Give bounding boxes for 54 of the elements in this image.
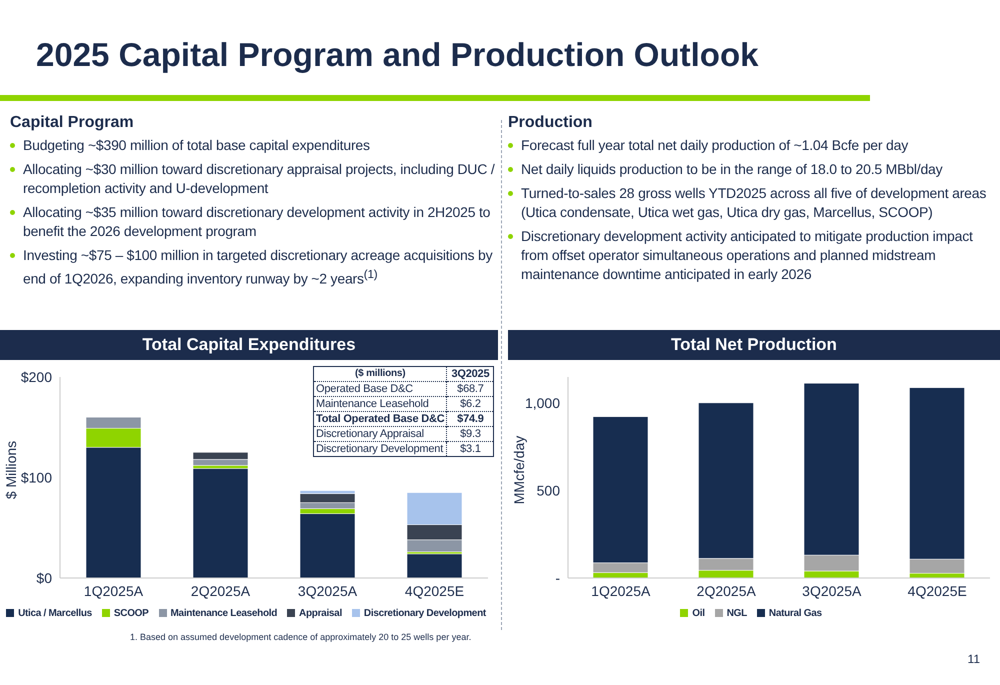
- y-tick-label: $0: [36, 570, 52, 586]
- annotation: $74.9: [446, 412, 494, 426]
- y-tick-label: $200: [20, 368, 52, 385]
- text: Allocating ~$35 million toward discretionary development activity in 2H2025 to benefit the 2026 development program: [23, 203, 492, 241]
- legend-label: Discretionary Development: [364, 608, 486, 619]
- text: 2025 Capital Program and Production Outlook: [36, 36, 758, 74]
- bar: [192, 468, 248, 578]
- text: Production: [508, 114, 594, 132]
- y-tick-label: -: [555, 570, 560, 586]
- x-tick-label: 2Q2025A: [190, 582, 251, 599]
- legend-label: SCOOP: [114, 608, 149, 619]
- text: Capital Program: [10, 114, 135, 132]
- annotation: Discretionary Development: [315, 442, 444, 456]
- text: Budgeting ~$390 million of total base capital expenditures: [23, 136, 370, 155]
- x-tick-label: 3Q2025A: [802, 582, 862, 599]
- annotation: 3Q2025: [446, 366, 494, 382]
- x-tick-label: 2Q2025A: [696, 582, 756, 599]
- legend-label: Oil: [692, 608, 705, 619]
- chart-title: Total Capital Expenditures: [0, 330, 498, 360]
- annotation: ($ millions): [354, 367, 406, 381]
- text: 1. Based on assumed development cadence of approximately 20 to 25 wells per year.: [130, 632, 472, 642]
- annotation: Discretionary Appraisal: [315, 427, 425, 442]
- y-tick-label: $100: [20, 469, 52, 486]
- legend-label: Maintenance Leasehold: [170, 608, 278, 619]
- chart-title: Total Net Production: [508, 330, 1000, 360]
- bar: [406, 554, 462, 578]
- text: Discretionary development activity anticipated to mitigate production impact from offset operator simultaneous operations and planned midstream maintenance downtime anticipated in early 2026: [521, 227, 974, 284]
- text: Turned-to-sales 28 gross wells YTD2025 across all five of development areas (Utica condensate, Utica wet gas, Utica dry gas, Marcellus, SCOOP): [521, 184, 988, 222]
- x-tick-label: 1Q2025A: [591, 582, 651, 599]
- x-tick-label: 4Q2025E: [908, 582, 967, 599]
- text: Net daily liquids production to be in the range of 18.0 to 20.5 MBbl/day: [521, 160, 942, 179]
- bar: [300, 513, 356, 578]
- legend-label: Natural Gas: [768, 608, 822, 619]
- annotation: $68.7: [446, 382, 494, 396]
- x-tick-label: 4Q2025E: [404, 582, 464, 599]
- annotation: $3.1: [446, 442, 494, 456]
- text: Forecast full year total net daily production of ~1.04 Bcfe per day: [521, 136, 908, 155]
- annotation: Maintenance Leasehold: [315, 397, 430, 412]
- text: Investing ~$75 – $100 million in targeted discretionary acreage acquisitions by end of 1Q2026, expanding inventory runway by ~2 years$^{(1)}$: [23, 246, 494, 289]
- legend-label: Utica / Marcellus: [18, 608, 92, 619]
- annotation: $9.3: [446, 426, 494, 442]
- annotation: Operated Base D&C: [315, 382, 414, 396]
- y-tick-label: 500: [536, 482, 560, 499]
- x-tick-label: 3Q2025A: [298, 582, 358, 599]
- text: 11: [968, 652, 980, 666]
- annotation: $6.2: [446, 396, 494, 412]
- y-axis-title: MMcfe/day: [511, 436, 527, 504]
- legend-label: Appraisal: [299, 608, 342, 619]
- annotation: Total Operated Base D&C: [315, 412, 446, 426]
- y-axis-title: $ Millions: [3, 440, 20, 500]
- y-tick-label: 1,000: [524, 395, 560, 412]
- text: Allocating ~$30 million toward discretionary appraisal projects, including DUC / recompletion activity and U-development: [23, 160, 496, 198]
- x-tick-label: 1Q2025A: [84, 582, 144, 599]
- legend-label: NGL: [726, 608, 747, 619]
